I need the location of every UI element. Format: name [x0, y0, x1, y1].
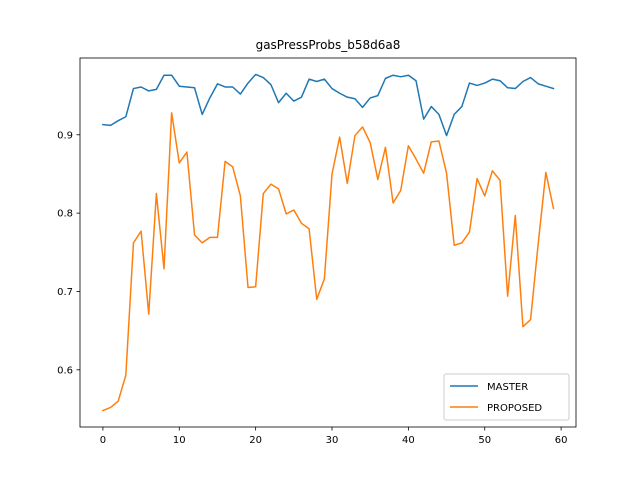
x-tick-label: 20 — [249, 435, 262, 446]
series-line-proposed — [101, 112, 555, 412]
x-tick-label: 50 — [478, 435, 491, 446]
chart-title: gasPressProbs_b58d6a8 — [256, 38, 401, 52]
plot-area: 0 10 20 30 40 50 60 0.6 0.7 0.8 0.9 MASTER PROPOSED — [57, 57, 577, 446]
x-tick-label: 0 — [100, 435, 106, 446]
x-tick-label: 10 — [173, 435, 186, 446]
x-tick-label: 60 — [555, 435, 568, 446]
y-tick-label: 0.7 — [57, 287, 73, 298]
y-tick-label: 0.8 — [57, 209, 73, 220]
legend-label-master: MASTER — [487, 382, 528, 393]
series-line-master — [102, 73, 555, 137]
y-tick-label: 0.9 — [57, 130, 73, 141]
x-tick-label: 30 — [326, 435, 339, 446]
x-tick-label: 40 — [402, 435, 415, 446]
y-tick-label: 0.6 — [57, 365, 73, 376]
axes-frame — [79, 57, 577, 428]
legend-label-proposed: PROPOSED — [487, 403, 542, 414]
